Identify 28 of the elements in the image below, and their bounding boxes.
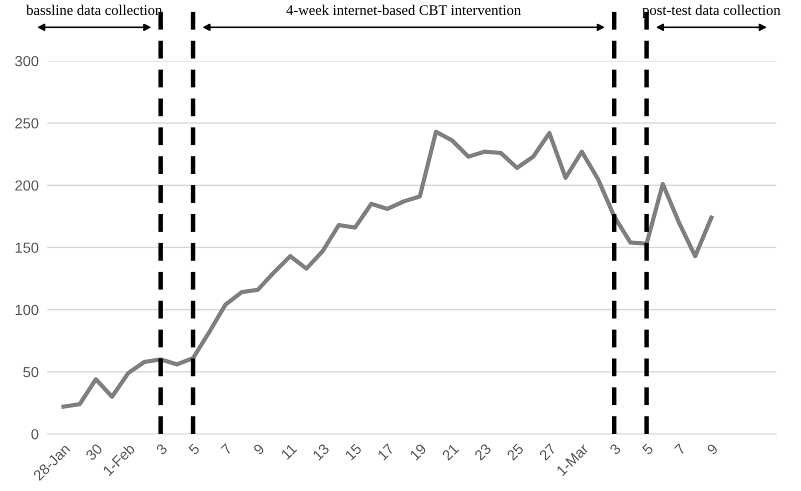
y-tick-label: 100: [16, 304, 38, 316]
x-tick-label: 9: [706, 443, 718, 456]
x-tick-label: 13: [312, 443, 330, 461]
x-tick-label: 7: [674, 443, 686, 456]
x-tick-label: 3: [156, 443, 168, 456]
x-tick-label: 30: [85, 443, 104, 462]
x-tick-label: 11: [280, 443, 298, 460]
x-tick-label: 5: [188, 443, 200, 456]
y-tick-label: 300: [15, 56, 38, 66]
text: 4-week internet-based CBT intervention: [286, 4, 521, 16]
x-tick-label: 27: [538, 443, 556, 461]
text: post-test data collection: [642, 4, 780, 18]
x-tick-label: 7: [220, 443, 232, 456]
x-tick-label: 23: [474, 443, 492, 461]
y-tick-label: 250: [15, 118, 38, 129]
x-tick-label: 15: [344, 443, 362, 461]
x-tick-label: 21: [442, 443, 460, 461]
y-tick-label: 150: [16, 242, 38, 253]
x-tick-label: 5: [642, 443, 654, 456]
x-tick-label: 9: [252, 443, 265, 456]
text: bassline data collection: [26, 4, 162, 16]
x-tick-label: 17: [377, 443, 394, 461]
x-tick-label: 19: [409, 443, 427, 461]
y-tick-label: 200: [15, 180, 38, 191]
x-tick-label: 3: [609, 443, 622, 456]
y-tick-label: 0: [31, 429, 38, 440]
x-tick-label: 25: [506, 443, 524, 461]
y-tick-label: 50: [23, 366, 38, 378]
